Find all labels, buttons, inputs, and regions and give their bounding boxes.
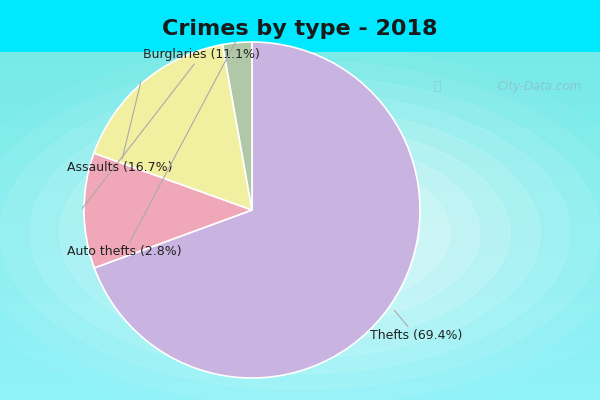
Ellipse shape: [240, 202, 360, 264]
Text: Burglaries (11.1%): Burglaries (11.1%): [82, 48, 260, 208]
Wedge shape: [84, 153, 252, 268]
Ellipse shape: [30, 92, 570, 374]
Ellipse shape: [120, 139, 480, 327]
Wedge shape: [94, 42, 420, 378]
Text: Crimes by type - 2018: Crimes by type - 2018: [162, 18, 438, 39]
Ellipse shape: [90, 123, 510, 342]
Ellipse shape: [60, 108, 540, 358]
Wedge shape: [94, 44, 252, 210]
Wedge shape: [223, 42, 252, 210]
Ellipse shape: [180, 170, 420, 296]
Text: Assaults (16.7%): Assaults (16.7%): [67, 82, 173, 174]
Text: City-Data.com: City-Data.com: [498, 80, 582, 93]
Ellipse shape: [150, 155, 450, 311]
Ellipse shape: [270, 217, 330, 249]
Ellipse shape: [0, 61, 600, 400]
Ellipse shape: [210, 186, 390, 280]
Ellipse shape: [0, 76, 600, 390]
Text: Auto thefts (2.8%): Auto thefts (2.8%): [67, 42, 236, 258]
Text: ⦿: ⦿: [433, 80, 441, 93]
Text: Thefts (69.4%): Thefts (69.4%): [370, 310, 462, 342]
